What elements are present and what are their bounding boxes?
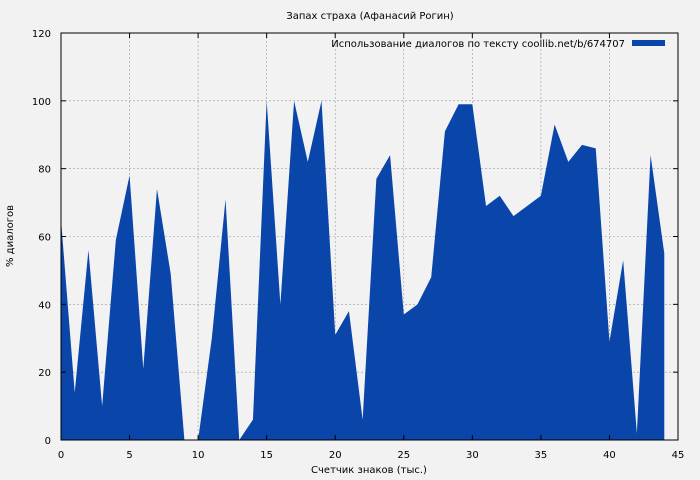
x-tick-label: 0 (58, 450, 64, 461)
legend: Использование диалогов по тексту coollib… (331, 39, 665, 50)
x-tick-label: 5 (126, 450, 132, 461)
y-axis-label: % диалогов (5, 205, 16, 267)
x-tick-label: 30 (466, 450, 479, 461)
y-tick-label: 0 (45, 436, 51, 447)
x-tick-label: 45 (672, 450, 685, 461)
y-tick-label: 40 (38, 300, 51, 311)
series-area (61, 100, 665, 440)
x-tick-label: 15 (260, 450, 273, 461)
y-tick-label: 20 (38, 368, 51, 379)
ticks: 0 5 10 15 20 25 30 35 40 45 0 20 40 60 80 100 120 (32, 29, 684, 461)
x-tick-label: 20 (329, 450, 342, 461)
y-tick-label: 80 (38, 165, 51, 176)
y-tick-label: 120 (32, 29, 51, 40)
x-axis-label: Счетчик знаков (тыс.) (311, 465, 427, 476)
x-tick-label: 25 (397, 450, 410, 461)
legend-label: Использование диалогов по тексту coollib… (331, 39, 625, 50)
x-tick-label: 40 (603, 450, 616, 461)
x-tick-label: 35 (535, 450, 548, 461)
y-tick-label: 100 (32, 97, 51, 108)
legend-swatch (632, 40, 665, 46)
x-tick-label: 10 (192, 450, 205, 461)
y-tick-label: 60 (38, 233, 51, 244)
chart-title: Запах страха (Афанасий Рогин) (286, 11, 454, 22)
